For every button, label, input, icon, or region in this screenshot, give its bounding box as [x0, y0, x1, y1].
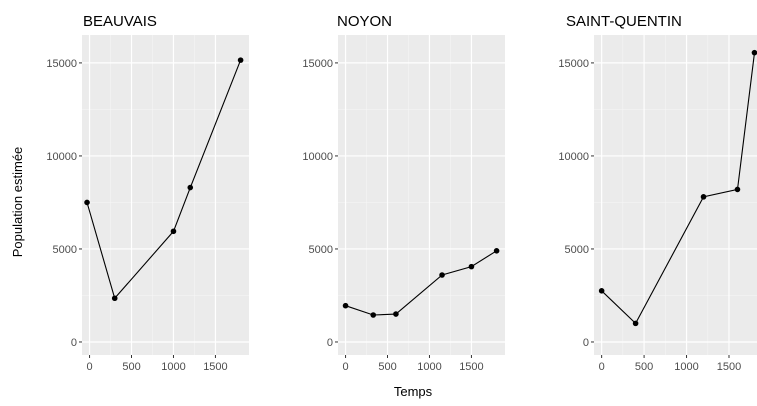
facet-panel-beauvais: 0 5000 10000 15000 0 500 1000 1500 BEAUVAIS — [46, 13, 249, 373]
y-axis-title: Population estimée — [10, 147, 25, 258]
y-tick-label: 5000 — [309, 244, 333, 256]
x-axis-title: Temps — [394, 384, 433, 399]
data-point — [493, 248, 500, 254]
x-tick-label: 0 — [342, 361, 348, 373]
x-tick-label: 500 — [635, 361, 653, 373]
data-point — [370, 312, 377, 318]
facet-panel-noyon: 0 5000 10000 15000 0 500 1000 1500 NOYON — [302, 13, 505, 373]
data-point — [237, 57, 244, 63]
data-point — [598, 288, 605, 294]
x-tick-label: 1000 — [674, 361, 698, 373]
y-tick-label: 0 — [71, 337, 77, 349]
x-tick-label: 1000 — [417, 361, 441, 373]
y-tick-label: 0 — [583, 337, 589, 349]
y-tick-label: 5000 — [53, 244, 77, 256]
series-line — [345, 250, 497, 316]
data-point — [187, 184, 194, 191]
data-point — [342, 302, 349, 309]
data-point — [111, 295, 118, 302]
y-tick-label: 15000 — [558, 58, 589, 70]
panel-background — [82, 35, 249, 355]
x-tick-label: 0 — [86, 361, 92, 373]
panel-background — [594, 35, 757, 355]
y-tick-label: 10000 — [558, 151, 589, 163]
y-tick-label: 10000 — [46, 151, 77, 163]
x-tick-label: 1500 — [717, 361, 741, 373]
data-point — [170, 228, 177, 235]
panel-title: NOYON — [337, 13, 392, 30]
data-point — [751, 49, 757, 56]
panel-background — [338, 35, 505, 355]
data-point — [632, 320, 639, 327]
y-tick-label: 15000 — [46, 58, 77, 70]
panel-title: SAINT-QUENTIN — [566, 13, 682, 30]
y-tick-label: 10000 — [302, 151, 333, 163]
y-tick-label: 0 — [327, 337, 333, 349]
data-point — [439, 272, 445, 278]
x-tick-label: 1000 — [161, 361, 185, 373]
data-point — [468, 263, 475, 270]
data-point — [84, 199, 90, 206]
y-tick-label: 5000 — [565, 244, 589, 256]
x-tick-label: 1500 — [459, 361, 483, 373]
x-tick-label: 0 — [599, 361, 605, 373]
x-tick-label: 1500 — [203, 361, 227, 373]
data-point — [734, 186, 741, 193]
x-tick-label: 500 — [122, 361, 140, 373]
data-point — [700, 194, 707, 200]
y-tick-label: 15000 — [302, 58, 333, 70]
facet-panel-saint-quentin: 0 5000 10000 15000 0 500 1000 1500 SAINT-QUENTIN — [558, 13, 757, 373]
panel-title: BEAUVAIS — [83, 13, 157, 30]
x-tick-label: 500 — [378, 361, 396, 373]
data-point — [393, 311, 399, 317]
